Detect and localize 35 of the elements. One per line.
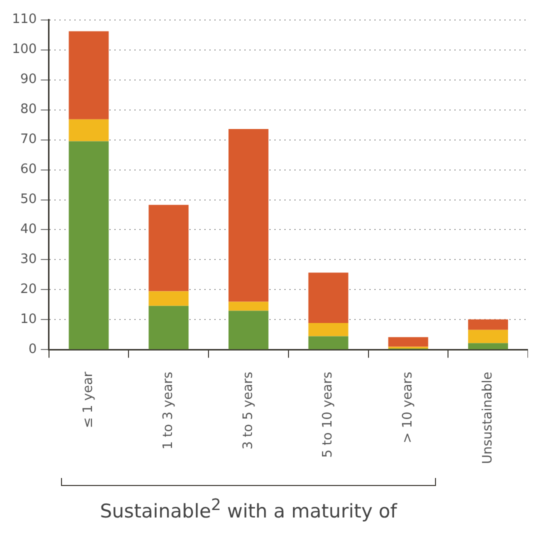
y-tick-label: 30: [20, 252, 37, 268]
y-tick-label: 40: [20, 222, 37, 238]
bar: [148, 306, 189, 350]
bar: [468, 319, 508, 330]
bar: [148, 204, 189, 292]
bar: [148, 291, 189, 306]
x-tick-label: Unsustainable: [480, 372, 496, 464]
y-tick-label: 90: [20, 72, 37, 88]
x-tick-label: 3 to 5 years: [240, 371, 256, 450]
y-tick-label: 60: [20, 162, 37, 178]
bar: [228, 128, 268, 302]
x-tick-label: > 10 years: [400, 372, 416, 444]
bar: [68, 31, 109, 120]
y-tick-label: 50: [20, 192, 37, 208]
y-tick-label: 100: [12, 42, 37, 58]
x-axis-title: Sustainable$^{2}$ with a maturity of: [98, 495, 398, 522]
bar: [228, 310, 268, 350]
bar: [68, 119, 109, 142]
y-tick-label: 70: [20, 132, 37, 148]
bar: [308, 336, 348, 350]
bar: [68, 141, 109, 350]
y-tick-label: 10: [20, 312, 37, 328]
x-tick-label: 1 to 3 years: [160, 371, 176, 450]
y-tick-label: 20: [20, 282, 37, 298]
bar: [468, 330, 508, 344]
x-tick-label: 5 to 10 years: [320, 372, 336, 458]
bar: [228, 302, 268, 311]
y-tick-label: 110: [12, 12, 37, 28]
bar: [308, 272, 348, 324]
y-tick-label: 0: [28, 342, 37, 358]
x-tick-label: ≤ 1 year: [81, 371, 96, 428]
y-tick-label: 80: [20, 102, 37, 118]
bar: [308, 323, 348, 336]
bar: [468, 343, 508, 350]
bar: [388, 337, 428, 347]
